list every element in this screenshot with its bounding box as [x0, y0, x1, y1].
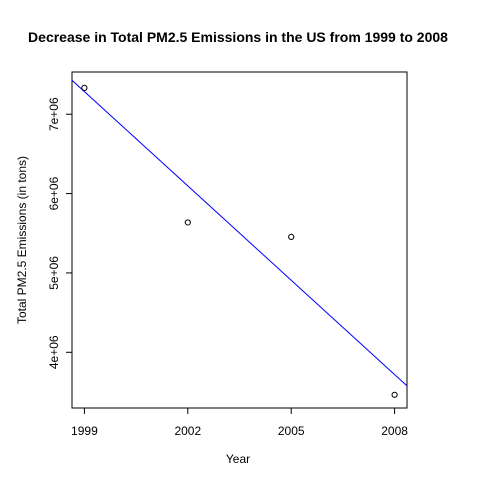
x-tick-label: 2008 [381, 424, 408, 438]
plot-area: 1999 2002 2005 2008 4e+06 5e+06 6e+06 7e+06 [47, 71, 408, 438]
y-tick-label: 6e+06 [47, 176, 61, 210]
trend-line [72, 79, 407, 387]
y-tick-label: 5e+06 [47, 256, 61, 290]
y-axis-label: Total PM2.5 Emissions (in tons) [15, 156, 29, 324]
data-point [391, 391, 398, 398]
y-tick-label: 4e+06 [47, 335, 61, 369]
x-tick-label: 2002 [174, 424, 201, 438]
x-tick-label: 2005 [278, 424, 305, 438]
x-axis-label: Year [226, 452, 250, 466]
data-point [184, 219, 191, 226]
data-point [81, 84, 88, 91]
chart-title: Decrease in Total PM2.5 Emissions in the… [28, 29, 448, 45]
x-tick-label: 1999 [71, 424, 98, 438]
y-tick-label: 7e+06 [47, 97, 61, 131]
plot-frame [71, 71, 408, 409]
data-point [288, 233, 295, 241]
